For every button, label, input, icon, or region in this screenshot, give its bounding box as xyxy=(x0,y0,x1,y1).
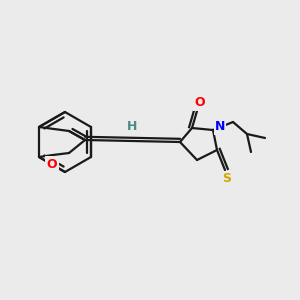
Text: H: H xyxy=(127,121,138,134)
Text: S: S xyxy=(223,172,232,185)
Text: N: N xyxy=(215,121,225,134)
Text: O: O xyxy=(195,97,205,110)
Text: O: O xyxy=(47,158,57,170)
